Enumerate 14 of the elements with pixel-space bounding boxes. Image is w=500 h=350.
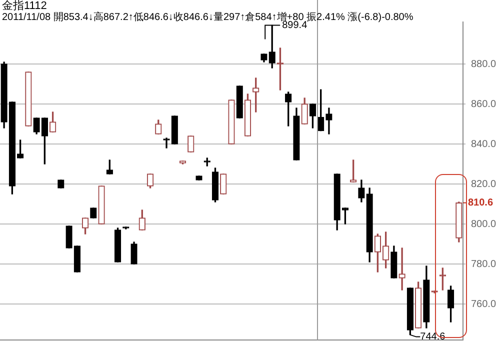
y-tick-label: 780.0 xyxy=(470,258,496,270)
candlestick xyxy=(163,138,170,148)
y-tick-label: 800.0 xyxy=(470,218,496,230)
y-tick-label: 820.0 xyxy=(470,178,496,190)
chart-title: 金指1112 xyxy=(2,0,47,12)
text: 810.6 xyxy=(468,198,494,209)
candlestick xyxy=(398,248,406,290)
y-tick-label: 760.0 xyxy=(470,298,496,310)
y-tick-label: 880.0 xyxy=(470,58,496,70)
candlestick xyxy=(326,108,332,134)
y-tick-label: 840.0 xyxy=(470,138,496,150)
y-tick-label: 860.0 xyxy=(470,98,496,110)
annotation: 899.4 xyxy=(282,20,308,31)
annotation: 744.6 xyxy=(420,332,446,343)
